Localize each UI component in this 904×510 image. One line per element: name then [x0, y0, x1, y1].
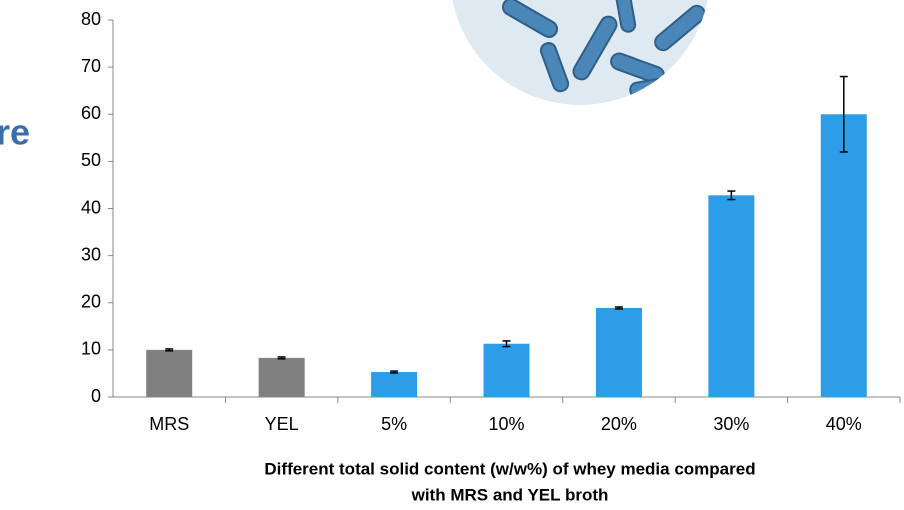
y-tick-label: 50 — [81, 150, 101, 170]
bar — [708, 195, 754, 397]
chart: re Different total solid content (w/w%) … — [0, 0, 904, 510]
y-tick-label: 80 — [81, 9, 101, 29]
y-tick-label: 0 — [91, 386, 101, 406]
bar — [146, 350, 192, 397]
bar — [821, 114, 867, 397]
y-tick-label: 20 — [81, 292, 101, 312]
bar — [596, 308, 642, 397]
x-axis-title: Different total solid content (w/w%) of … — [264, 459, 755, 478]
x-axis-title: with MRS and YEL broth — [411, 485, 609, 504]
x-tick-label: 30% — [713, 414, 749, 434]
x-tick-label: 5% — [381, 414, 407, 434]
y-tick-label: 40 — [81, 197, 101, 217]
y-tick-label: 30 — [81, 244, 101, 264]
annotation: re — [0, 112, 30, 153]
x-tick-label: 40% — [826, 414, 862, 434]
x-tick-label: YEL — [265, 414, 299, 434]
x-tick-label: MRS — [149, 414, 189, 434]
page: {"chart_data": {"type": "bar", "annotati… — [0, 0, 904, 510]
y-tick-label: 10 — [81, 339, 101, 359]
bar — [371, 372, 417, 397]
y-tick-label: 70 — [81, 56, 101, 76]
x-tick-label: 20% — [601, 414, 637, 434]
bar — [259, 358, 305, 397]
bar — [484, 344, 530, 397]
x-tick-label: 10% — [488, 414, 524, 434]
y-tick-label: 60 — [81, 103, 101, 123]
bacteria-image — [450, 0, 710, 105]
